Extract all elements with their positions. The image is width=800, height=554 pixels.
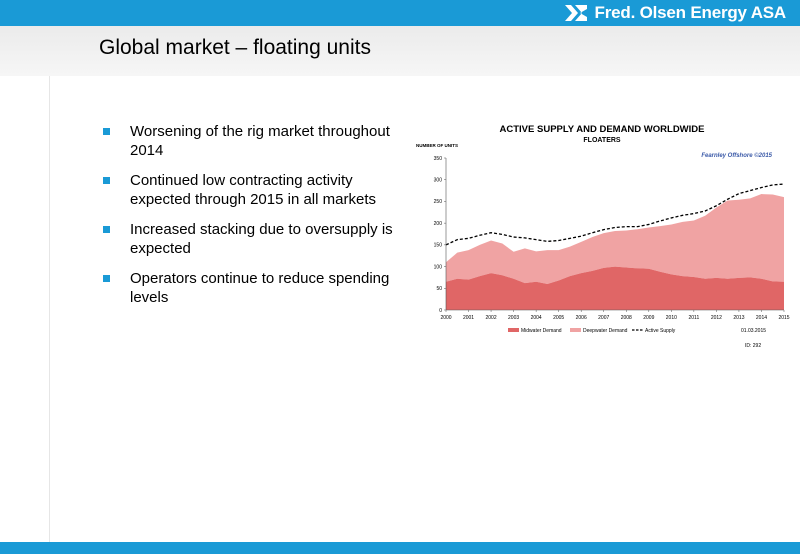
left-divider	[49, 76, 50, 542]
chart-title: ACTIVE SUPPLY AND DEMAND WORLDWIDE	[500, 124, 705, 135]
x-tick-label: 2010	[666, 315, 677, 321]
legend-label: Deepwater Demand	[583, 328, 628, 334]
y-axis-label: NUMBER OF UNITS	[416, 143, 458, 148]
supply-demand-chart: ACTIVE SUPPLY AND DEMAND WORLDWIDE FLOAT…	[416, 118, 796, 358]
square-bullet-icon	[103, 128, 110, 135]
legend-swatch	[508, 328, 519, 332]
fred-olsen-logo-icon	[564, 5, 587, 21]
x-tick-label: 2005	[553, 315, 564, 321]
x-tick-label: 2006	[576, 315, 587, 321]
active-supply-line	[445, 183, 785, 246]
bullet-item: Continued low contracting activity expec…	[103, 171, 403, 209]
legend-label: Active Supply	[645, 328, 676, 334]
chart-id-note: ID: 292	[745, 343, 761, 349]
x-tick-label: 2011	[688, 315, 699, 321]
brand-name: Fred. Olsen Energy ASA	[594, 3, 787, 22]
bullet-item: Operators continue to reduce spending le…	[103, 269, 403, 307]
bullet-text: Increased stacking due to oversupply is …	[130, 221, 393, 257]
x-tick-label: 2014	[756, 315, 767, 321]
y-tick-label: 0	[439, 308, 442, 314]
y-tick-label: 300	[434, 178, 443, 184]
x-tick-label: 2008	[621, 315, 632, 321]
x-tick-label: 2013	[733, 315, 744, 321]
page-title: Global market – floating units	[99, 36, 371, 59]
y-tick-label: 250	[434, 199, 443, 205]
legend-swatch	[570, 328, 581, 332]
top-bar: Fred. Olsen Energy ASA	[0, 0, 800, 26]
bullet-list: Worsening of the rig market throughout 2…	[103, 122, 403, 318]
chart-subtitle: FLOATERS	[583, 137, 621, 144]
legend-label: Midwater Demand	[521, 328, 562, 334]
chart-date-note: 01.03.2015	[741, 328, 766, 334]
y-tick-label: 200	[434, 221, 443, 227]
chart-svg: ACTIVE SUPPLY AND DEMAND WORLDWIDE FLOAT…	[416, 124, 790, 349]
x-tick-label: 2015	[778, 315, 789, 321]
y-tick-label: 350	[434, 156, 443, 162]
title-band	[0, 26, 800, 76]
bullet-text: Operators continue to reduce spending le…	[130, 270, 390, 306]
bullet-text: Worsening of the rig market throughout 2…	[130, 123, 390, 159]
y-tick-label: 150	[434, 243, 443, 249]
x-tick-label: 2001	[463, 315, 474, 321]
chart-watermark: Fearnley Offshore ©2015	[701, 152, 772, 159]
bullet-text: Continued low contracting activity expec…	[130, 172, 376, 208]
midwater-demand-area	[446, 266, 784, 310]
x-tick-label: 2002	[486, 315, 497, 321]
x-tick-label: 2007	[598, 315, 609, 321]
deepwater-demand-area	[446, 194, 784, 284]
bullet-item: Increased stacking due to oversupply is …	[103, 220, 403, 258]
y-tick-label: 50	[436, 286, 442, 292]
x-tick-label: 2004	[531, 315, 542, 321]
bullet-item: Worsening of the rig market throughout 2…	[103, 122, 403, 160]
square-bullet-icon	[103, 226, 110, 233]
x-tick-label: 2000	[440, 315, 451, 321]
x-tick-label: 2012	[711, 315, 722, 321]
y-tick-label: 100	[434, 264, 443, 270]
x-tick-label: 2009	[643, 315, 654, 321]
brand-logo: Fred. Olsen Energy ASA	[563, 2, 786, 24]
square-bullet-icon	[103, 177, 110, 184]
x-tick-label: 2003	[508, 315, 519, 321]
bottom-bar	[0, 542, 800, 554]
square-bullet-icon	[103, 275, 110, 282]
